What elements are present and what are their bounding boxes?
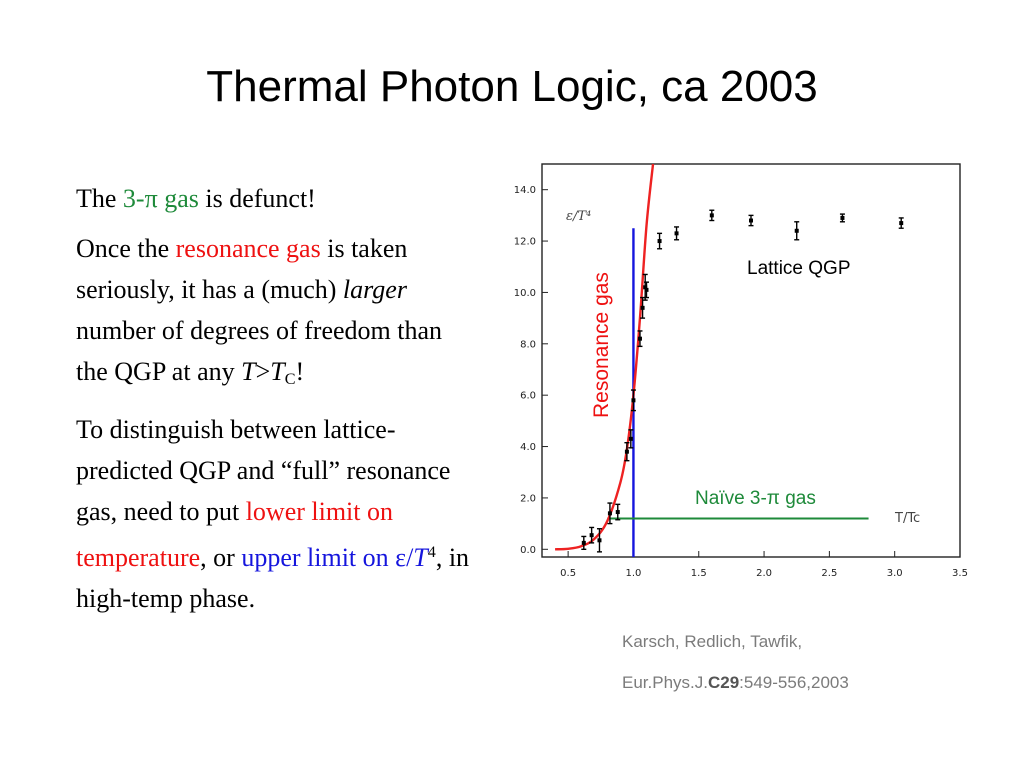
lattice-point xyxy=(839,213,845,223)
y-tick-label: 8.0 xyxy=(520,339,536,350)
p2-var-tc: T xyxy=(270,357,285,386)
lattice-point xyxy=(624,441,630,462)
lattice-point xyxy=(898,217,904,229)
p3-lower-limit-highlight: lower limit on temperature xyxy=(76,497,394,572)
lattice-point xyxy=(581,535,587,550)
p3-text-post: , in high-temp phase. xyxy=(76,542,470,613)
lattice-point xyxy=(630,389,636,412)
y-axis-label: ε/T⁴ xyxy=(566,209,591,224)
lattice-point xyxy=(657,232,663,250)
p1-text-post: is defunct! xyxy=(198,184,316,213)
y-tick-label: 4.0 xyxy=(520,442,536,453)
p3-upper-limit-highlight: upper limit on ε/ xyxy=(241,542,414,572)
citation-volume: C29 xyxy=(707,673,740,692)
y-tick-label: 10.0 xyxy=(514,288,536,299)
p3-text-mid: , or xyxy=(200,542,242,572)
y-tick-label: 2.0 xyxy=(520,493,536,504)
citation-journal-name: Eur.Phys.J. xyxy=(622,673,708,692)
p2-larger-italic: larger xyxy=(342,275,407,304)
paragraph-resonance-gas: Once the resonance gas is taken seriousl… xyxy=(76,228,476,400)
paragraph-distinguish: To distinguish between lattice-predicted… xyxy=(76,409,476,619)
lattice-point xyxy=(709,209,715,222)
lattice-point xyxy=(794,221,800,241)
y-tick-label: 12.0 xyxy=(514,237,536,248)
lattice-point xyxy=(674,226,680,241)
p2-text-end: ! xyxy=(295,357,305,386)
x-tick-label: 3.0 xyxy=(887,568,903,579)
x-tick-label: 2.0 xyxy=(756,568,772,579)
paragraph-pion-gas: The 3-π gas is defunct! xyxy=(76,178,476,219)
lattice-point xyxy=(596,528,602,553)
lattice-point xyxy=(628,429,634,449)
lattice-point xyxy=(644,281,649,299)
naive-pion-gas-label: Naïve 3-π gas xyxy=(695,488,816,509)
p2-text-post: number of degrees of freedom than the QG… xyxy=(76,316,443,386)
citation-pages-year: :549-556,2003 xyxy=(739,673,849,692)
p3-var-t: T xyxy=(413,542,428,572)
lattice-point xyxy=(637,330,643,348)
p3-sup-4: 4 xyxy=(427,544,436,562)
lattice-point xyxy=(607,502,613,525)
axis-ticks xyxy=(542,189,961,557)
citation-authors: Karsch, Redlich, Tawfik, xyxy=(622,632,803,651)
citation-journal: Eur.Phys.J.C29:549-556,2003 xyxy=(622,673,849,693)
x-tick-label: 3.5 xyxy=(952,568,968,579)
p3-text-pre: To distinguish between lattice-predicted… xyxy=(76,415,451,527)
lattice-point xyxy=(589,526,595,544)
p1-text-pre: The xyxy=(76,184,123,213)
y-tick-labels: 0.0 2.0 4.0 6.0 8.0 10.0 12.0 14.0 xyxy=(514,185,536,556)
slide-title: Thermal Photon Logic, ca 2003 xyxy=(206,62,818,111)
p2-var-t: T xyxy=(241,357,256,386)
y-tick-label: 6.0 xyxy=(520,391,536,402)
resonance-gas-curve xyxy=(555,163,655,551)
y-tick-label: 14.0 xyxy=(514,185,536,196)
x-tick-label: 1.5 xyxy=(691,568,707,579)
p1-pion-gas-highlight: 3-π gas xyxy=(122,184,199,213)
y-tick-label: 0.0 xyxy=(520,545,536,556)
x-tick-labels: 0.5 1.0 1.5 2.0 2.5 3.0 3.5 xyxy=(560,568,968,579)
x-tick-label: 2.5 xyxy=(821,568,837,579)
p2-sub-c: C xyxy=(284,371,296,389)
plot-frame xyxy=(541,163,961,558)
p2-text-pre: Once the xyxy=(76,234,176,263)
p2-resonance-gas-highlight: resonance gas xyxy=(175,234,321,263)
x-tick-label: 0.5 xyxy=(560,568,576,579)
resonance-gas-label: Resonance gas xyxy=(590,272,613,418)
p2-text-mid: is taken seriously, it has a (much) xyxy=(76,234,408,304)
p2-gt: > xyxy=(255,357,271,386)
x-tick-label: 1.0 xyxy=(625,568,641,579)
lattice-point xyxy=(748,214,754,227)
lattice-point xyxy=(615,503,621,521)
lattice-data-points xyxy=(581,209,904,553)
energy-density-chart: 0.5 1.0 1.5 2.0 2.5 3.0 3.5 0.0 2.0 4.0 6.0 8.0 10.… xyxy=(514,163,968,579)
lattice-qgp-label: Lattice QGP xyxy=(747,258,851,279)
lattice-point xyxy=(642,273,648,301)
slide-body: The 3-π gas is defunct! Once the resonan… xyxy=(76,178,476,628)
x-axis-label: T/Tc xyxy=(894,511,920,526)
